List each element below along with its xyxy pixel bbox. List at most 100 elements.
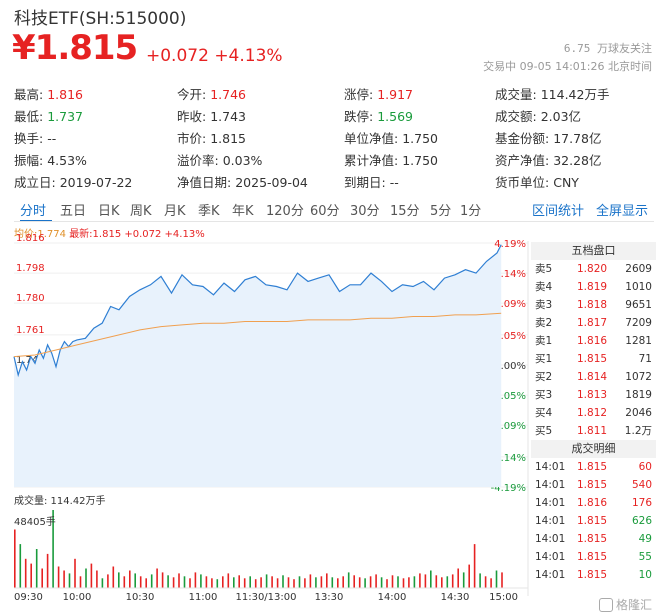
- tab-0[interactable]: 分时: [20, 204, 47, 219]
- order-price: 1.819: [577, 281, 608, 293]
- volume-bar: [172, 577, 175, 588]
- tab-6[interactable]: 年K: [232, 204, 254, 219]
- volume-bar: [233, 577, 235, 588]
- trade-qty: 626: [631, 515, 652, 527]
- stat-cell: 昨收: 1.743: [177, 106, 246, 125]
- volume-label: 成交量: 114.42万手: [14, 496, 106, 507]
- latest-price-legend: 最新:1.815 +0.072 +4.13%: [69, 229, 205, 240]
- tab-2[interactable]: 日K: [98, 204, 120, 219]
- trade-list: 14:01 1.815 60 14:01 1.815 540 14:01 1.816 176 14…: [531, 458, 656, 584]
- order-qty: 2046: [625, 407, 652, 419]
- stat-cell: 基金份额: 17.78亿: [495, 128, 602, 147]
- stat-key: 资产净值:: [495, 153, 550, 168]
- volume-bar: [408, 577, 410, 588]
- volume-bar: [123, 576, 126, 588]
- x-tick: 14:00: [378, 592, 407, 603]
- volume-bar: [178, 573, 180, 588]
- volume-bar: [293, 579, 295, 588]
- stat-row: 最低: 1.737 昨收: 1.743 跌停: 1.569 成交额: 2.03亿: [14, 106, 654, 128]
- volume-bar: [304, 578, 306, 589]
- trades-title: 成交明细: [531, 440, 656, 458]
- tab-12[interactable]: 1分: [460, 204, 482, 219]
- volume-bar: [19, 544, 22, 588]
- volume-bar: [320, 576, 323, 588]
- order-level: 卖5: [535, 263, 553, 275]
- stat-value: 2.03亿: [540, 109, 582, 124]
- volume-bar: [46, 553, 49, 588]
- y-right-tick: 3.14%: [494, 269, 526, 280]
- tab-4[interactable]: 月K: [164, 204, 186, 219]
- volume-bar: [35, 549, 38, 588]
- stat-value: 1.750: [402, 153, 439, 168]
- stat-key: 最高:: [14, 87, 44, 102]
- stat-key: 昨收:: [177, 109, 207, 124]
- trade-qty: 49: [638, 533, 652, 545]
- volume-bar: [391, 575, 394, 588]
- x-tick: 13:30: [315, 592, 344, 603]
- fullscreen-link[interactable]: 全屏显示: [596, 204, 649, 219]
- order-qty: 2609: [625, 263, 652, 275]
- volume-max-label: 48405手: [14, 517, 56, 528]
- stat-cell: 换手: --: [14, 128, 56, 147]
- stat-key: 净值日期:: [177, 175, 232, 190]
- volume-bar: [118, 572, 120, 588]
- watermark-logo-icon: [598, 597, 613, 612]
- y-right-tick: -4.19%: [491, 483, 526, 494]
- stat-cell: 货币单位: CNY: [495, 172, 579, 191]
- order-qty: 71: [638, 353, 652, 365]
- volume-bar: [353, 575, 355, 588]
- tab-10[interactable]: 15分: [390, 204, 420, 219]
- volume-bar: [216, 579, 219, 588]
- volume-bar: [205, 576, 208, 588]
- trade-qty: 60: [638, 461, 652, 473]
- volume-bar: [287, 577, 290, 588]
- tabs-divider: [14, 221, 654, 222]
- tab-3[interactable]: 周K: [130, 204, 152, 219]
- order-book-row: 卖4 1.819 1010: [531, 278, 656, 296]
- price-change: +0.072 +4.13%: [146, 46, 283, 66]
- tab-5[interactable]: 季K: [198, 204, 220, 219]
- stat-cell: 累计净值: 1.750: [344, 150, 438, 169]
- volume-bar: [211, 578, 213, 589]
- trade-qty: 176: [631, 497, 652, 509]
- volume-bar: [446, 576, 449, 588]
- trade-row: 14:01 1.815 49: [531, 530, 656, 548]
- stat-cell: 跌停: 1.569: [344, 106, 413, 125]
- volume-bar: [424, 574, 427, 588]
- stat-key: 成立日:: [14, 175, 56, 190]
- order-level: 买3: [535, 389, 553, 401]
- stat-value: --: [389, 175, 399, 190]
- volume-bar: [501, 572, 503, 588]
- tab-7[interactable]: 120分: [266, 204, 304, 219]
- stat-key: 跌停:: [344, 109, 374, 124]
- volume-bar: [167, 575, 169, 588]
- price-area: [14, 244, 502, 487]
- y-right-tick: -3.14%: [491, 453, 526, 464]
- volume-bar: [331, 577, 334, 588]
- stat-value: 0.03%: [222, 153, 263, 168]
- order-level: 卖4: [535, 281, 553, 293]
- tab-11[interactable]: 5分: [430, 204, 452, 219]
- tab-1[interactable]: 五日: [60, 204, 87, 219]
- order-price: 1.812: [577, 407, 608, 419]
- stats-grid: 最高: 1.816 今开: 1.746 涨停: 1.917 成交量: 114.42万手 最低: 1…: [14, 84, 654, 194]
- order-price: 1.814: [577, 371, 608, 383]
- order-book-row: 买2 1.814 1072: [531, 368, 656, 386]
- volume-bar: [397, 576, 399, 588]
- tab-8[interactable]: 60分: [310, 204, 340, 219]
- stat-key: 最低:: [14, 109, 44, 124]
- volume-bar: [490, 578, 492, 589]
- range-stats-link[interactable]: 区间统计: [532, 204, 585, 219]
- current-price: ¥1.815: [12, 28, 138, 68]
- volume-bar: [107, 574, 109, 588]
- volume-bar: [380, 577, 383, 588]
- stat-key: 单位净值:: [344, 131, 399, 146]
- volume-bar: [419, 573, 421, 588]
- volume-bar: [364, 578, 366, 589]
- volume-bar: [495, 570, 498, 589]
- volume-bar: [265, 574, 268, 588]
- tab-9[interactable]: 30分: [350, 204, 380, 219]
- stat-value: 2025-09-04: [235, 175, 308, 190]
- volume-bar: [57, 566, 60, 588]
